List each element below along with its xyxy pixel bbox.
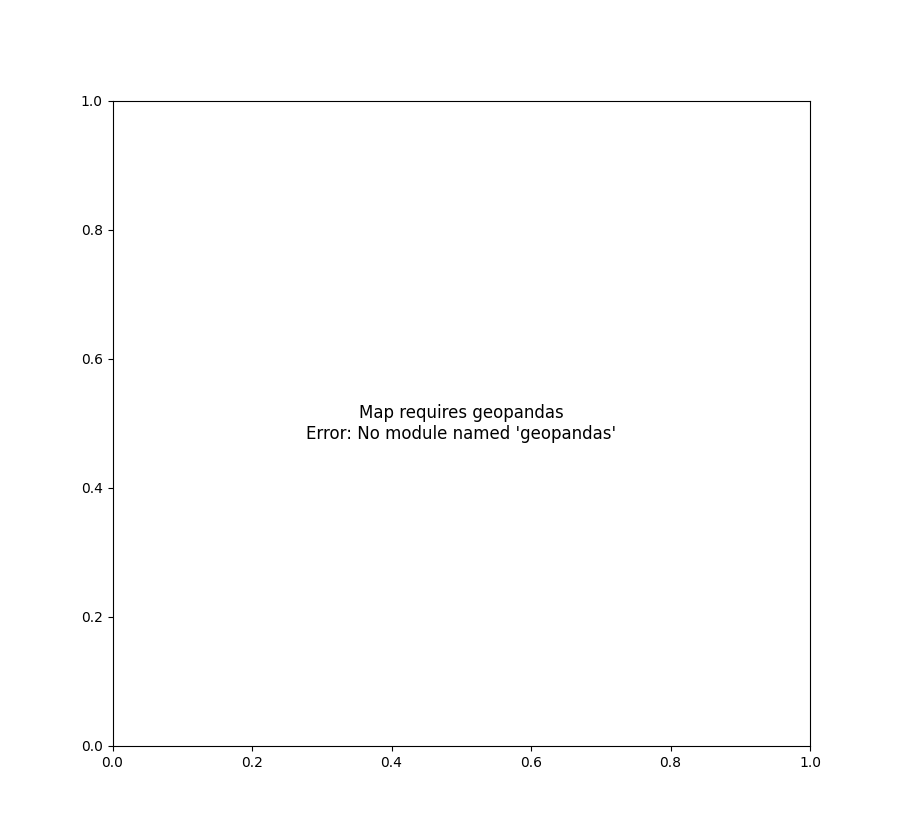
Text: Map requires geopandas
Error: No module named 'geopandas': Map requires geopandas Error: No module … xyxy=(306,404,616,442)
